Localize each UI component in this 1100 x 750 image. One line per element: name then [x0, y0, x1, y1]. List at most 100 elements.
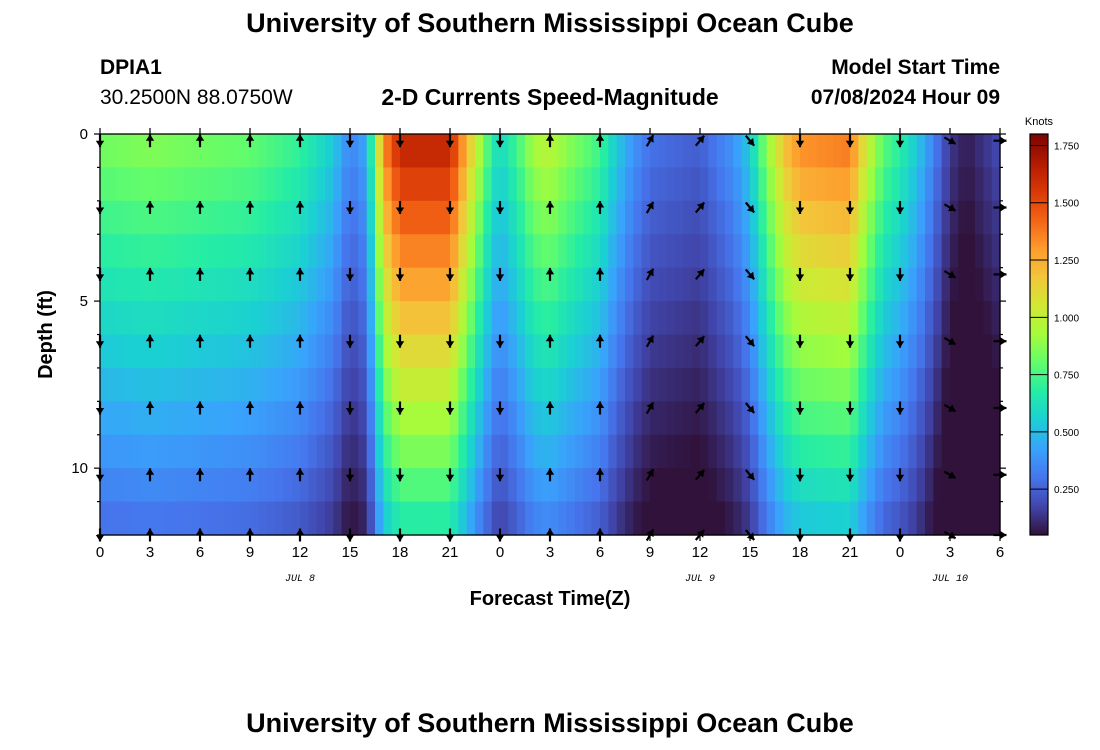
heatmap-cell	[550, 267, 559, 302]
heatmap-cell	[908, 434, 918, 469]
heatmap-cell	[166, 501, 176, 536]
heatmap-cell	[183, 501, 193, 536]
heatmap-cell	[341, 501, 351, 536]
heatmap-cell	[550, 167, 559, 202]
heatmap-cell	[816, 434, 826, 469]
heatmap-cell	[375, 134, 384, 169]
current-arrow-head	[345, 408, 355, 415]
heatmap-cell	[941, 200, 951, 235]
heatmap-cell	[425, 234, 434, 269]
heatmap-cell	[491, 434, 501, 469]
heatmap-cell	[716, 301, 726, 336]
heatmap-cell	[250, 501, 259, 536]
heatmap-cell	[600, 401, 609, 436]
heatmap-cell	[633, 267, 643, 302]
current-arrow-head	[395, 341, 405, 348]
heatmap-cell	[450, 301, 459, 336]
heatmap-cell	[325, 434, 334, 469]
heatmap-cell	[733, 367, 743, 402]
heatmap-cell	[683, 468, 693, 503]
heatmap-cell	[900, 134, 909, 169]
heatmap-cell	[841, 468, 851, 503]
heatmap-cell	[916, 167, 926, 202]
heatmap-cell	[150, 234, 159, 269]
heatmap-cell	[791, 267, 801, 302]
heatmap-cell	[566, 167, 576, 202]
heatmap-cell	[458, 267, 468, 302]
heatmap-cell	[616, 301, 626, 336]
heatmap-cell	[283, 334, 293, 369]
heatmap-cell	[675, 167, 684, 202]
heatmap-cell	[300, 134, 309, 169]
heatmap-cell	[125, 501, 134, 536]
heatmap-cell	[591, 367, 601, 402]
x-tick-label: 18	[392, 544, 409, 561]
heatmap-cell	[191, 167, 201, 202]
heatmap-cell	[925, 200, 934, 235]
heatmap-cell	[141, 468, 151, 503]
heatmap-cell	[208, 301, 218, 336]
current-arrow-head	[646, 469, 654, 477]
heatmap-cell	[441, 434, 451, 469]
heatmap-cell	[300, 234, 309, 269]
heatmap-cell	[141, 501, 151, 536]
heatmap-cell	[233, 200, 243, 235]
heatmap-cell	[691, 167, 701, 202]
heatmap-cell	[566, 267, 576, 302]
heatmap-cell	[483, 134, 493, 169]
heatmap-cell	[300, 367, 309, 402]
heatmap-cell	[325, 401, 334, 436]
heatmap-cell	[216, 468, 226, 503]
heatmap-cell	[741, 468, 751, 503]
heatmap-cell	[216, 301, 226, 336]
heatmap-cell	[983, 167, 993, 202]
heatmap-cell	[200, 267, 209, 302]
heatmap-cell	[391, 468, 401, 503]
heatmap-cell	[416, 134, 426, 169]
heatmap-cell	[291, 167, 301, 202]
heatmap-cell	[758, 301, 768, 336]
heatmap-cell	[816, 234, 826, 269]
heatmap-cell	[483, 301, 493, 336]
current-arrow-head	[795, 274, 805, 281]
heatmap-cell	[491, 134, 501, 169]
heatmap-cell	[258, 267, 268, 302]
heatmap-cell	[600, 367, 609, 402]
heatmap-cell	[783, 501, 793, 536]
heatmap-cell	[450, 434, 459, 469]
current-arrow-head	[545, 468, 555, 475]
heatmap-cell	[408, 267, 418, 302]
current-arrow-head	[795, 408, 805, 415]
heatmap-cell	[391, 501, 401, 536]
heatmap-cell	[350, 200, 359, 235]
heatmap-cell	[758, 167, 768, 202]
heatmap-cell	[283, 134, 293, 169]
heatmap-cell	[258, 134, 268, 169]
heatmap-cell	[300, 401, 309, 436]
heatmap-cell	[366, 267, 376, 302]
heatmap-cell	[316, 167, 326, 202]
heatmap-cell	[233, 434, 243, 469]
heatmap-cell	[850, 234, 859, 269]
heatmap-cell	[691, 301, 701, 336]
heatmap-cell	[666, 167, 676, 202]
heatmap-cell	[358, 468, 368, 503]
heatmap-cell	[950, 134, 959, 169]
heatmap-cell	[650, 434, 659, 469]
heatmap-cell	[450, 367, 459, 402]
current-arrow-head	[595, 267, 605, 275]
heatmap-cell	[933, 267, 943, 302]
heatmap-cell	[200, 167, 209, 202]
heatmap-cell	[125, 167, 134, 202]
heatmap-cell	[958, 334, 968, 369]
heatmap-cell	[508, 167, 518, 202]
heatmap-cell	[383, 367, 393, 402]
heatmap-cell	[175, 501, 184, 536]
heatmap-cell	[333, 267, 343, 302]
heatmap-cell	[641, 334, 651, 369]
heatmap-cell	[808, 468, 818, 503]
heatmap-cell	[583, 167, 593, 202]
heatmap-cell	[591, 267, 601, 302]
heatmap-cell	[500, 468, 509, 503]
heatmap-cell	[275, 267, 284, 302]
